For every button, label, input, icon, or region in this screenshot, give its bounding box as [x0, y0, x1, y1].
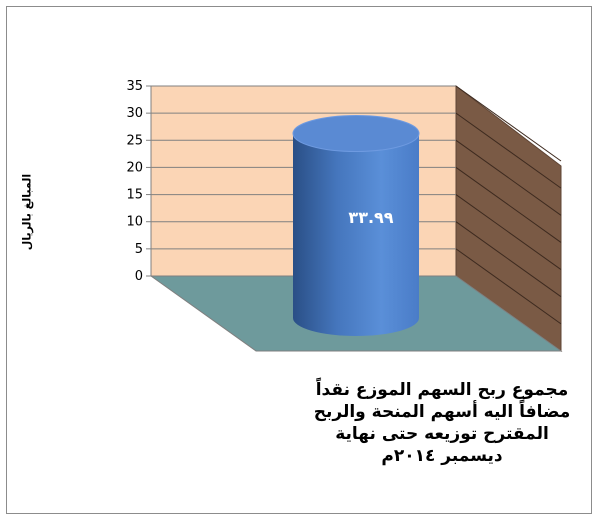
gridline-side	[455, 221, 562, 298]
y-tick-label: 15	[126, 188, 143, 203]
y-tick-label: 35	[126, 79, 143, 94]
bar-cylinder-body	[293, 133, 419, 336]
bar-cylinder-top	[292, 114, 420, 152]
gridline-side	[455, 248, 562, 325]
y-tick-label: 0	[135, 269, 143, 284]
gridline-side	[455, 139, 562, 216]
chart-svg: 0 5 10 15 20 25 30 35 ٣٣.٩٩	[126, 79, 563, 352]
gridline-side	[455, 112, 562, 189]
y-axis-label-wrap: المبالغ بالريال	[17, 174, 37, 250]
category-label: مجموع ربح السهم الموزع نقداً مضافاً اليه…	[313, 380, 571, 466]
y-tick-label: 25	[126, 133, 143, 148]
y-tick-label: 10	[126, 215, 143, 230]
gridline-side	[455, 167, 562, 243]
y-tick-label: 30	[126, 106, 143, 121]
gridline-side	[455, 194, 562, 270]
y-tick-label: 5	[135, 242, 143, 257]
y-axis-label: المبالغ بالريال	[20, 173, 34, 251]
chart-frame: 0 5 10 15 20 25 30 35 ٣٣.٩٩ المبالغ بالريال مجم…	[6, 6, 592, 514]
bar-data-label: ٣٣.٩٩	[348, 208, 393, 227]
gridline-side	[455, 85, 562, 162]
y-tick-label: 20	[126, 160, 143, 175]
